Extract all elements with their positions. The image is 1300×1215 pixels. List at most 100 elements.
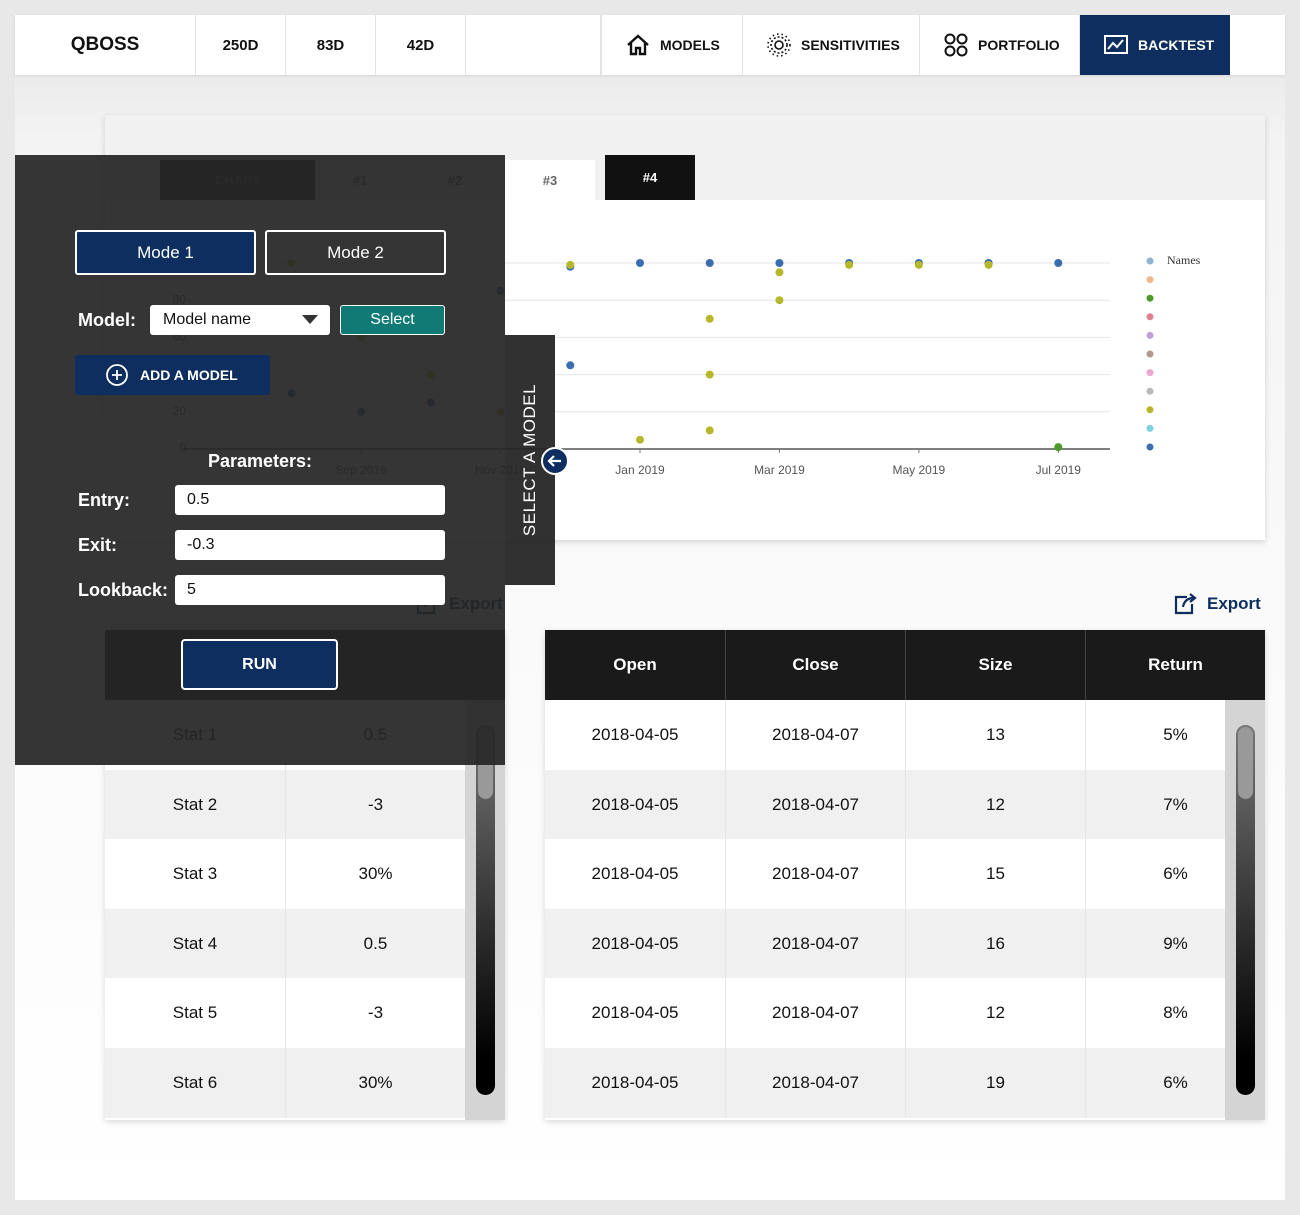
- table-row: [545, 908, 1225, 979]
- point: [1054, 443, 1063, 452]
- legend-dot: [1146, 257, 1154, 265]
- export-icon: [1174, 593, 1197, 615]
- legend-dot: [1146, 331, 1154, 339]
- legend-dot: [1146, 406, 1154, 414]
- table-cell: 2018-04-07: [725, 769, 905, 840]
- table-cell: 6%: [1085, 1047, 1265, 1118]
- run-button[interactable]: RUN: [181, 639, 338, 690]
- nav-link[interactable]: BACKTEST: [1079, 15, 1230, 75]
- period-tab[interactable]: 42D: [375, 15, 465, 75]
- top-nav: QBOSS 250D 83D 42D MODELS SENSITIVITIES PORTFO…: [15, 15, 1285, 75]
- period-tab[interactable]: 250D: [195, 15, 285, 75]
- table-cell: Stat 5: [172, 1003, 218, 1022]
- table-cell: 2018-04-07: [725, 908, 905, 979]
- column-header: Return: [1085, 630, 1265, 700]
- point: [1054, 259, 1063, 267]
- table-cell: 0.5: [285, 908, 465, 979]
- plus-icon: [106, 364, 128, 386]
- table-cell: 6%: [1085, 839, 1265, 909]
- legend-title: Names: [1167, 253, 1201, 267]
- scrollbar[interactable]: [476, 725, 495, 1095]
- chart-tab[interactable]: #4: [605, 155, 695, 200]
- table-row: [545, 769, 1225, 840]
- nav-link[interactable]: SENSITIVITIES: [742, 15, 919, 75]
- table-cell: 2018-04-05: [591, 1072, 679, 1092]
- parameter-input[interactable]: 5: [175, 575, 445, 605]
- legend-dot: [1146, 313, 1154, 321]
- parameter-input[interactable]: -0.3: [175, 530, 445, 560]
- parameter-value: -0.3: [187, 536, 215, 553]
- point: [566, 361, 575, 370]
- legend-dot: [1146, 294, 1154, 302]
- point: [636, 259, 644, 267]
- scrollbar-thumb[interactable]: [1238, 727, 1253, 799]
- table-row: [545, 839, 1225, 909]
- add-model-button[interactable]: ADD A MODEL: [75, 355, 270, 395]
- point: [914, 260, 923, 269]
- add-model-label: ADD A MODEL: [140, 367, 238, 383]
- table-cell: 16: [905, 908, 1085, 979]
- divider: [600, 15, 601, 75]
- x-tick-label: Jul 2019: [1036, 463, 1082, 477]
- table-cell: 8%: [1085, 978, 1265, 1048]
- table-cell: Stat 6: [172, 1072, 218, 1092]
- table-row: [545, 700, 1225, 770]
- model-select-value: Model name: [163, 311, 252, 328]
- table-cell: -3: [285, 978, 465, 1048]
- model-select[interactable]: Model name: [150, 305, 330, 335]
- table-cell: 2018-04-07: [725, 839, 905, 909]
- nav-icon: [944, 33, 968, 57]
- legend-dot: [1146, 369, 1154, 377]
- nav-link-label: BACKTEST: [1138, 37, 1215, 53]
- scrollbar[interactable]: [1236, 725, 1255, 1095]
- point: [705, 314, 714, 323]
- legend-dot: [1146, 350, 1154, 358]
- legend-dot: [1146, 387, 1154, 395]
- mode-button[interactable]: Mode 1: [75, 230, 256, 275]
- table-cell: 5%: [1085, 700, 1265, 770]
- legend-dot: [1146, 424, 1154, 432]
- table-cell: 2018-04-05: [591, 933, 679, 953]
- select-button[interactable]: Select: [340, 305, 445, 335]
- legend-dot: [1146, 276, 1154, 284]
- table-cell: -3: [285, 769, 465, 840]
- table-cell: 7%: [1085, 769, 1265, 840]
- x-tick-label: Jan 2019: [615, 463, 665, 477]
- nav-link[interactable]: PORTFOLIO: [919, 15, 1079, 75]
- chart-tab[interactable]: #3: [505, 160, 595, 200]
- trades-table: Open Close Size Return 2018-04-05 2018-04-07 1…: [545, 630, 1265, 1120]
- parameter-input[interactable]: 0.5: [175, 485, 445, 515]
- table-row: [545, 1047, 1225, 1118]
- collapse-button: [541, 447, 569, 475]
- nav-link-label: PORTFOLIO: [978, 37, 1060, 53]
- point: [705, 370, 714, 379]
- point: [845, 260, 854, 269]
- nav-icon: [627, 34, 649, 56]
- parameter-label: Exit:: [78, 535, 118, 555]
- table-cell: 15: [905, 839, 1085, 909]
- table-cell: 30%: [285, 839, 465, 909]
- nav-link-label: SENSITIVITIES: [801, 37, 900, 53]
- table-cell: 30%: [285, 1047, 465, 1118]
- point: [775, 296, 784, 305]
- table-row: [545, 978, 1225, 1048]
- table-cell: 12: [905, 978, 1085, 1048]
- export-button[interactable]: Export: [1207, 594, 1261, 613]
- period-tab[interactable]: 83D: [285, 15, 375, 75]
- nav-icon: [767, 33, 791, 57]
- column-header: Close: [725, 630, 905, 700]
- model-panel: Mode 1 Mode 2 Model: Model name Select ADD A …: [15, 155, 505, 765]
- x-tick-label: May 2019: [893, 463, 946, 477]
- table-cell: 19: [905, 1047, 1085, 1118]
- column-header: Size: [905, 630, 1085, 700]
- mode-button[interactable]: Mode 2: [265, 230, 446, 275]
- side-tab-label: SELECT A MODEL: [520, 383, 539, 537]
- table-cell: 13: [905, 700, 1085, 770]
- nav-icon: [1104, 35, 1128, 54]
- table-cell: Stat 2: [172, 794, 218, 814]
- nav-link[interactable]: MODELS: [601, 15, 742, 75]
- table-cell: Stat 4: [172, 933, 218, 953]
- point: [705, 426, 714, 435]
- column-header: Open: [613, 655, 657, 674]
